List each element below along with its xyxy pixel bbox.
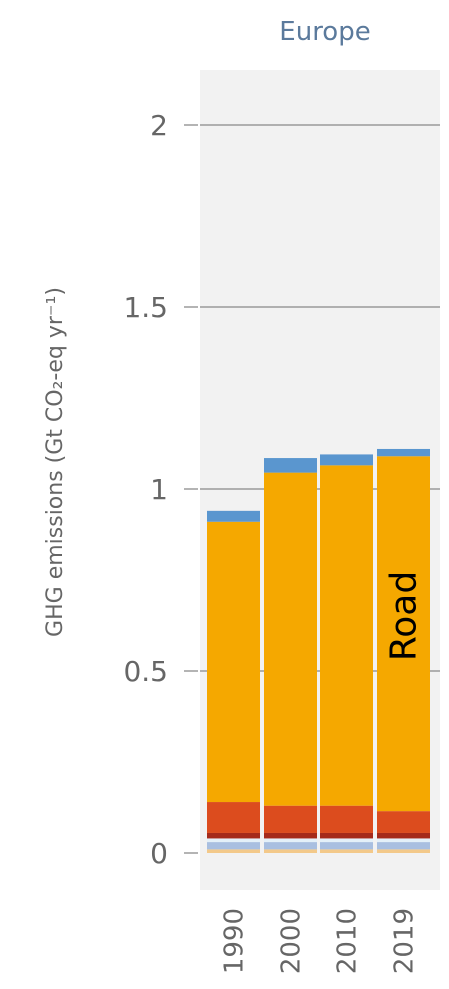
bar-segment <box>377 842 430 850</box>
x-tick-label: 2019 <box>390 908 420 974</box>
bar-segment <box>320 465 373 806</box>
y-tick-label: 1 <box>150 473 168 506</box>
bar-segment <box>264 849 317 853</box>
x-tick-label: 1990 <box>220 908 250 974</box>
y-tick-label: 2 <box>150 109 168 142</box>
bar-segment <box>377 849 430 853</box>
bar-segment <box>207 510 260 522</box>
bar-segment <box>377 811 430 833</box>
y-tick-label: 0.5 <box>123 655 168 688</box>
bar-segment <box>207 521 260 803</box>
chart-title: Europe <box>279 17 370 47</box>
bar-segment <box>264 838 317 843</box>
y-tick-label: 0 <box>150 837 168 870</box>
bars <box>207 448 430 853</box>
bar-segment <box>320 454 373 466</box>
road-annotation: Road <box>384 571 425 661</box>
bar-segment <box>320 838 373 843</box>
bar-segment <box>377 456 430 812</box>
bar-segment <box>377 832 430 839</box>
x-tick-label: 2000 <box>277 908 307 974</box>
bar-segment <box>264 842 317 850</box>
y-tick-labels: 0 0.5 1 1.5 2 <box>123 109 198 870</box>
y-tick-label: 1.5 <box>123 291 168 324</box>
bar-segment <box>264 805 317 833</box>
y-axis-label: GHG emissions (Gt CO₂-eq yr⁻¹) <box>43 287 68 637</box>
bar-segment <box>264 472 317 806</box>
bar-segment <box>207 849 260 853</box>
bar-segment <box>264 458 317 473</box>
bar-segment <box>320 849 373 853</box>
bar-segment <box>377 838 430 843</box>
bar-segment <box>207 842 260 850</box>
bar-segment <box>320 842 373 850</box>
x-tick-label: 2010 <box>333 908 363 974</box>
bar-segment <box>264 832 317 839</box>
bar-segment <box>207 838 260 843</box>
bar-segment <box>320 805 373 833</box>
bar-segment <box>320 832 373 839</box>
bar-segment <box>207 832 260 839</box>
bar-segment <box>207 802 260 833</box>
bar-segment <box>377 448 430 457</box>
x-tick-labels: 1990 2000 2010 2019 <box>220 908 420 974</box>
